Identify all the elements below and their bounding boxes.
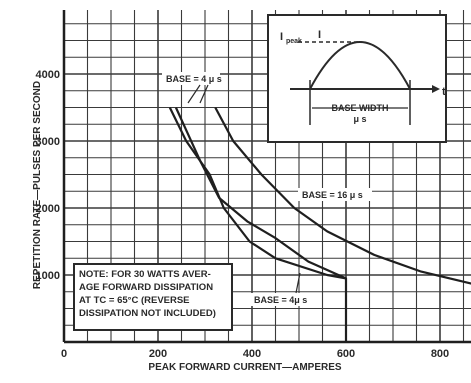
base-16-label: BASE = 16 μ s (302, 190, 363, 200)
inset-diagram: I peak I t BASE WIDTH μ s (267, 14, 447, 143)
note-line-3: AT TC = 65°C (REVERSE (79, 295, 190, 306)
series-line-1 (168, 107, 348, 342)
chart-tick-labels: 0 200 400 600 800 1000 2000 3000 4000 (36, 69, 450, 360)
x-tick-label: 0 (61, 348, 67, 360)
y-tick-label: 2000 (36, 203, 60, 215)
base-bottom-label-bg (250, 293, 316, 306)
y-tick-label: 1000 (36, 270, 60, 282)
curve-annotations: BASE = 4 μ s BASE = 16 μ s BASE = 4μ s (162, 72, 372, 306)
note-line-1: NOTE: FOR 30 WATTS AVER- (79, 269, 211, 280)
inset-pulse-curve (309, 41, 411, 90)
x-tick-label: 200 (149, 348, 167, 360)
inset-base-width-label: BASE WIDTH (332, 103, 389, 113)
inset-peak-label: I (280, 31, 283, 43)
chart-series (168, 106, 471, 342)
base-top-label-bg (162, 72, 220, 85)
inset-t-arrow (432, 85, 440, 93)
x-tick-label: 400 (243, 348, 261, 360)
base-16-label-bg (298, 188, 372, 201)
note-line-2: AGE FORWARD DISSIPATION (79, 282, 214, 293)
series-line-2 (174, 107, 347, 280)
x-tick-label: 600 (337, 348, 355, 360)
x-axis-label: PEAK FORWARD CURRENT—AMPERES (148, 362, 341, 373)
inset-mu-s-label: μ s (353, 114, 366, 124)
series-line-3 (214, 106, 471, 285)
inset-peak-sub: peak (286, 38, 302, 45)
chart-axes (62, 10, 471, 344)
base-top-leader-1 (187, 84, 201, 104)
base-top-label: BASE = 4 μ s (166, 74, 222, 84)
y-axis-label: REPETITION RATE—PULSES PER SECOND (32, 81, 43, 289)
inset-t-label: t (442, 86, 446, 98)
base-top-leader-2 (199, 84, 209, 104)
inset-i-label: I (318, 29, 321, 41)
y-tick-label: 4000 (36, 69, 60, 81)
note-box: NOTE: FOR 30 WATTS AVER- AGE FORWARD DIS… (73, 263, 233, 331)
base-bottom-label: BASE = 4μ s (254, 295, 307, 305)
inset-box (267, 14, 447, 143)
y-tick-label: 3000 (36, 136, 60, 148)
base-bottom-leader (295, 272, 301, 294)
x-tick-label: 800 (431, 348, 449, 360)
note-line-4: DISSIPATION NOT INCLUDED) (79, 308, 216, 319)
